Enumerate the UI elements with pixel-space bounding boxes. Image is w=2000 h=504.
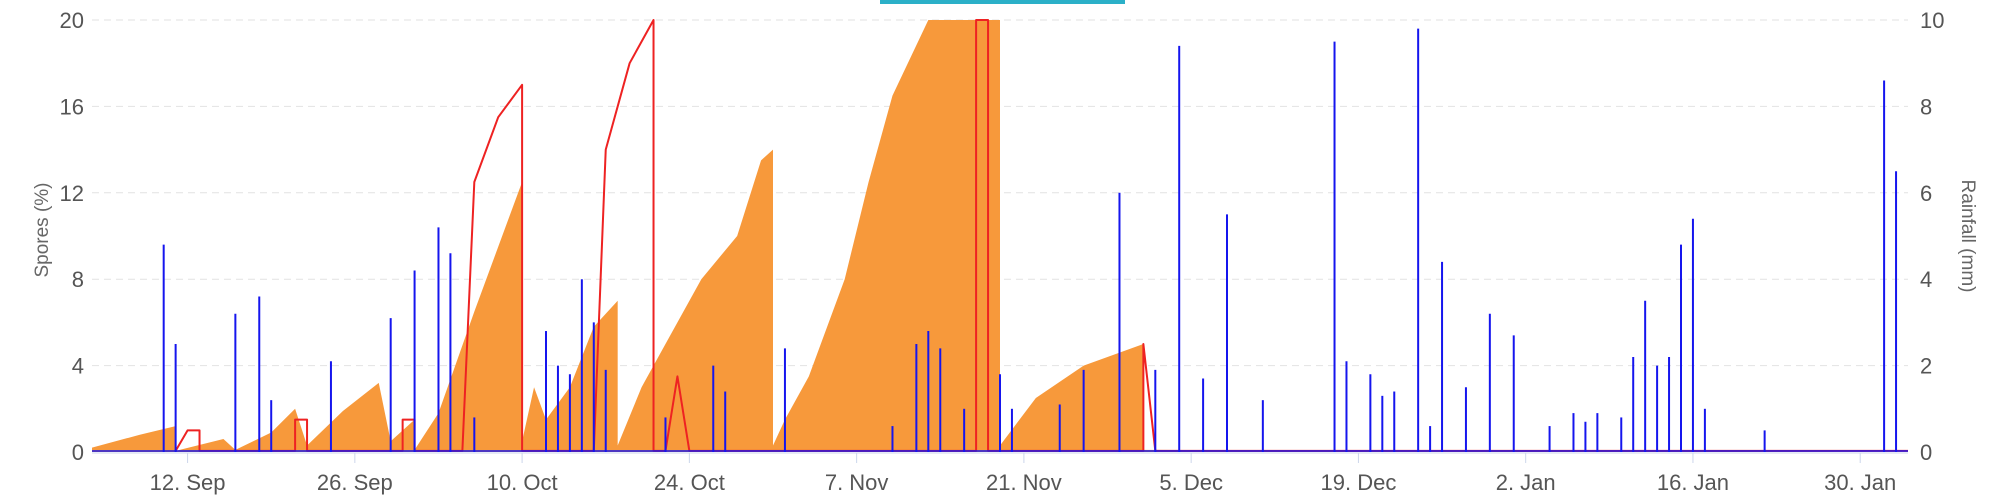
y-tick-label: 8 xyxy=(72,267,84,292)
x-tick-label: 5. Dec xyxy=(1159,470,1223,495)
spores-area xyxy=(92,20,1908,452)
x-tick-label: 16. Jan xyxy=(1657,470,1729,495)
x-tick-label: 24. Oct xyxy=(654,470,725,495)
x-tick-label: 12. Sep xyxy=(150,470,226,495)
x-tick-label: 26. Sep xyxy=(317,470,393,495)
y2-tick-label: 2 xyxy=(1920,354,1932,379)
y-tick-label: 16 xyxy=(60,94,84,119)
y-tick-label: 4 xyxy=(72,354,84,379)
y-axis-title: Spores (%) xyxy=(32,182,53,277)
y2-tick-label: 8 xyxy=(1920,94,1932,119)
y-tick-label: 0 xyxy=(72,440,84,465)
x-tick-label: 10. Oct xyxy=(487,470,558,495)
x-tick-label: 2. Jan xyxy=(1496,470,1556,495)
top-accent-bar xyxy=(880,0,1125,4)
y2-tick-label: 0 xyxy=(1920,440,1932,465)
spores-line-series xyxy=(174,19,1908,452)
spores-line xyxy=(174,19,1908,452)
y2-axis-title: Rainfall (mm) xyxy=(1957,180,1978,293)
x-tick-label: 30. Jan xyxy=(1824,470,1896,495)
y2-tick-label: 4 xyxy=(1920,267,1932,292)
y2-tick-label: 6 xyxy=(1920,181,1932,206)
y2-tick-label: 10 xyxy=(1920,8,1944,33)
spores-area-series xyxy=(92,20,1908,452)
rainfall-series xyxy=(92,28,1908,452)
grid-lines xyxy=(92,19,1908,367)
axes: 0 4 8 12 16 20 0 2 4 6 8 10 12. Sep 26. Sep 10. Oct 24.… xyxy=(60,8,1945,495)
x-tick-label: 21. Nov xyxy=(986,470,1062,495)
x-tick-label: 7. Nov xyxy=(825,470,889,495)
y-tick-label: 20 xyxy=(60,8,84,33)
x-tick-label: 19. Dec xyxy=(1321,470,1397,495)
y-tick-label: 12 xyxy=(60,181,84,206)
